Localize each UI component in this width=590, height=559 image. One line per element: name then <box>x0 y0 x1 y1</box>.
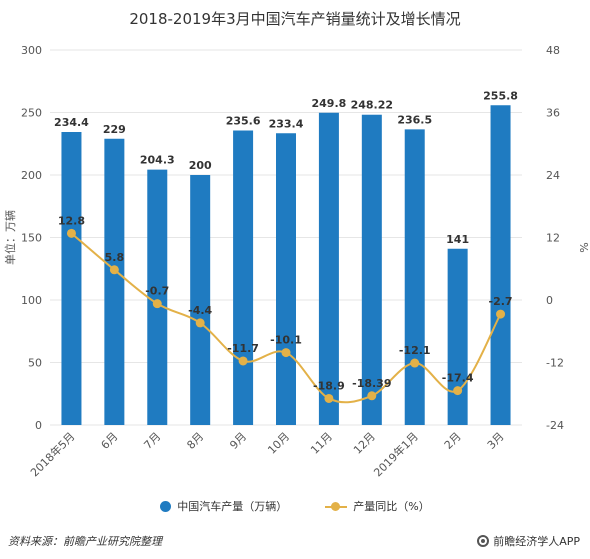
y-right-tick-label: -24 <box>546 419 564 432</box>
y-tick-label: 0 <box>35 419 42 432</box>
legend-item-yoy: 产量同比（%） <box>325 498 430 514</box>
bar <box>190 175 211 425</box>
x-tick-label: 6月 <box>99 430 121 452</box>
bar-value-label: 235.6 <box>226 115 261 128</box>
yoy-point <box>324 393 334 403</box>
bar <box>490 105 511 425</box>
y-tick-label: 100 <box>21 294 42 307</box>
yoy-line <box>70 232 502 404</box>
yoy-point <box>195 318 205 328</box>
legend-line-symbol <box>325 501 348 512</box>
y-right-tick-label: 0 <box>546 294 553 307</box>
x-tick-label: 2019年1月 <box>371 429 421 479</box>
bar <box>361 114 382 425</box>
x-tick-label: 3月 <box>485 430 507 452</box>
brand-logo-icon <box>477 535 490 547</box>
bar <box>404 129 425 425</box>
bar <box>104 138 125 425</box>
chart: 0 50 100 150 200 250 300 -24 -12 0 12 24 36 48 单位：万辆 % 2… <box>3 44 590 479</box>
bar-value-label: 236.5 <box>397 113 432 126</box>
yoy-value-label: -18.9 <box>313 379 345 392</box>
bar-value-label: 141 <box>446 233 469 246</box>
footer: 资料来源：前瞻产业研究院整理 前瞻经济学人APP <box>0 528 590 556</box>
y-right-axis-title: % <box>577 242 590 252</box>
yoy-value-label: -17.4 <box>442 372 474 385</box>
y-right-tick-label: 24 <box>546 169 560 182</box>
bar-value-label: 200 <box>189 159 212 172</box>
y-tick-label: 150 <box>21 232 42 245</box>
chart-title: 2018-2019年3月中国汽车产销量统计及增长情况 <box>129 10 461 28</box>
legend: 中国汽车产量（万辆） 产量同比（%） <box>0 498 590 514</box>
y-tick-label: 250 <box>21 107 42 120</box>
x-tick-label: 2月 <box>442 430 464 452</box>
x-tick-label: 9月 <box>227 430 249 452</box>
y-tick-label: 200 <box>21 169 42 182</box>
brand-name: 前瞻经济学人APP <box>493 535 580 548</box>
bar-value-label: 233.4 <box>269 117 304 130</box>
legend-label-production: 中国汽车产量（万辆） <box>177 500 288 513</box>
yoy-value-label: -12.1 <box>399 344 431 357</box>
yoy-point <box>496 309 506 319</box>
bar <box>61 132 82 425</box>
bar-value-label: 255.8 <box>483 89 518 102</box>
x-tick-label: 10月 <box>265 430 292 457</box>
yoy-value-label: -0.7 <box>145 285 169 298</box>
y-right-tick-label: 12 <box>546 232 560 245</box>
bar <box>447 248 468 425</box>
bar <box>233 130 254 425</box>
y-right-tick-label: 48 <box>546 44 560 57</box>
yoy-point <box>453 386 463 396</box>
bar-value-label: 249.8 <box>312 97 347 110</box>
yoy-value-label: 12.8 <box>58 214 85 227</box>
yoy-point <box>109 265 119 275</box>
x-tick-label: 8月 <box>184 430 206 452</box>
yoy-value-label: -10.1 <box>270 334 302 347</box>
x-tick-label: 12月 <box>351 430 378 457</box>
y-right-tick-label: -12 <box>546 357 564 370</box>
yoy-point <box>152 299 162 309</box>
y-tick-label: 300 <box>21 44 42 57</box>
x-tick-label: 2018年5月 <box>27 429 77 479</box>
yoy-value-label: -2.7 <box>489 295 513 308</box>
brand: 前瞻经济学人APP <box>477 533 580 549</box>
source-note: 资料来源：前瞻产业研究院整理 <box>8 535 162 548</box>
y-right-tick-label: 36 <box>546 107 560 120</box>
bar-value-label: 229 <box>103 123 126 136</box>
legend-label-yoy: 产量同比（%） <box>353 500 430 513</box>
yoy-point <box>410 358 420 368</box>
yoy-value-label: -18.39 <box>352 377 391 390</box>
bar <box>276 133 296 425</box>
yoy-value-label: -11.7 <box>227 342 259 355</box>
bar-value-label: 234.4 <box>54 116 89 129</box>
bar <box>147 169 168 425</box>
bar <box>318 112 339 425</box>
yoy-value-label: 5.8 <box>105 251 125 264</box>
bar-value-label: 204.3 <box>140 154 175 167</box>
legend-item-production: 中国汽车产量（万辆） <box>160 498 287 514</box>
yoy-point <box>238 356 248 366</box>
yoy-point <box>281 348 291 358</box>
yoy-value-label: -4.4 <box>188 304 212 317</box>
bar-value-label: 248.22 <box>351 99 393 112</box>
x-tick-label: 7月 <box>141 430 163 452</box>
y-tick-label: 50 <box>28 357 42 370</box>
yoy-point <box>66 228 76 238</box>
yoy-point <box>367 391 377 401</box>
y-axis-title: 单位：万辆 <box>3 210 17 265</box>
legend-bar-symbol <box>160 500 172 512</box>
x-tick-label: 11月 <box>308 430 335 457</box>
